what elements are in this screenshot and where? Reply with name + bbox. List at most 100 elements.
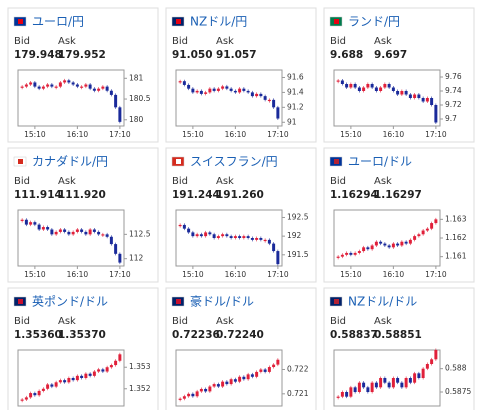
candle [195, 90, 199, 93]
y-tick-label: 9.74 [445, 86, 462, 95]
ask-value: 1.16297 [374, 189, 422, 201]
candle [204, 232, 208, 237]
candle [63, 80, 67, 83]
candle [349, 84, 353, 88]
candle [92, 88, 96, 91]
candle [379, 87, 383, 91]
candle [250, 374, 254, 377]
candle [391, 87, 395, 91]
candle [67, 378, 71, 383]
bid-label: Bid [14, 176, 30, 187]
candle [349, 387, 353, 397]
candle [182, 224, 186, 229]
candle [208, 232, 212, 235]
candle [109, 90, 113, 95]
bid-value: 1.16294 [330, 189, 378, 201]
candle [118, 107, 122, 122]
candle [430, 223, 434, 229]
candle [101, 369, 105, 372]
candle [263, 96, 267, 100]
candle [63, 229, 67, 232]
candle [353, 387, 357, 392]
candle [374, 241, 378, 246]
candle [97, 369, 101, 372]
candle [63, 380, 67, 383]
candle [50, 229, 54, 235]
candle [353, 84, 357, 88]
ask-label: Ask [374, 316, 392, 327]
chart-frame [175, 209, 283, 267]
card-title[interactable]: 英ポンド/ドル [32, 295, 108, 309]
candle [383, 378, 387, 383]
card-title[interactable]: ユーロ/ドル [348, 155, 412, 169]
candle [404, 91, 408, 95]
candle [267, 99, 271, 102]
y-tick-label: 91 [287, 117, 297, 126]
candle [276, 107, 280, 119]
candle [199, 388, 203, 392]
ask-value: 91.057 [216, 49, 257, 61]
x-tick-label: 17:10 [425, 130, 447, 139]
candle [118, 253, 122, 263]
candle [366, 247, 370, 250]
candle [345, 392, 349, 397]
candle [101, 234, 105, 236]
card-title[interactable]: NZドル/ドル [348, 295, 417, 309]
candle [67, 231, 71, 235]
card-title[interactable]: ユーロ/円 [32, 15, 84, 29]
y-tick-label: 0.5875 [445, 387, 471, 396]
candle [80, 375, 84, 378]
card-title[interactable]: カナダドル/円 [32, 154, 108, 169]
candle [391, 378, 395, 388]
candle [50, 84, 54, 87]
candle [24, 84, 28, 87]
x-tick-label: 16:10 [383, 270, 405, 279]
bid-value: 91.050 [172, 49, 213, 61]
candle [434, 219, 438, 224]
candle [187, 228, 191, 233]
candle [276, 359, 280, 365]
candle [54, 86, 58, 88]
candle [37, 390, 41, 396]
bid-value: 0.72236 [172, 329, 220, 341]
candle [417, 94, 421, 98]
candle [233, 90, 237, 93]
card-title[interactable]: 豪ドル/ドル [190, 294, 254, 309]
candle [20, 219, 24, 221]
candle [387, 382, 391, 388]
ask-label: Ask [58, 176, 76, 187]
candle [178, 398, 182, 400]
candle [216, 384, 220, 387]
candle [408, 94, 412, 98]
candle [434, 350, 438, 360]
candle [349, 252, 353, 255]
card-title[interactable]: スイスフラン/円 [190, 155, 278, 169]
bid-label: Bid [330, 316, 346, 327]
candle [58, 380, 62, 383]
ask-value: 0.72240 [216, 329, 264, 341]
y-tick-label: 112.5 [129, 229, 151, 238]
candle [187, 393, 191, 397]
candle [357, 382, 361, 392]
bid-value: 9.688 [330, 49, 363, 61]
candle [413, 236, 417, 240]
candle [88, 229, 92, 235]
card-title[interactable]: NZドル/円 [190, 15, 247, 29]
card-title[interactable]: ランド/円 [348, 15, 400, 29]
candle [29, 393, 33, 398]
candle [263, 239, 267, 242]
candle [255, 93, 259, 97]
candle [374, 382, 378, 388]
y-tick-label: 91.6 [287, 72, 304, 81]
candle [233, 379, 237, 382]
flag-mark [334, 19, 339, 24]
